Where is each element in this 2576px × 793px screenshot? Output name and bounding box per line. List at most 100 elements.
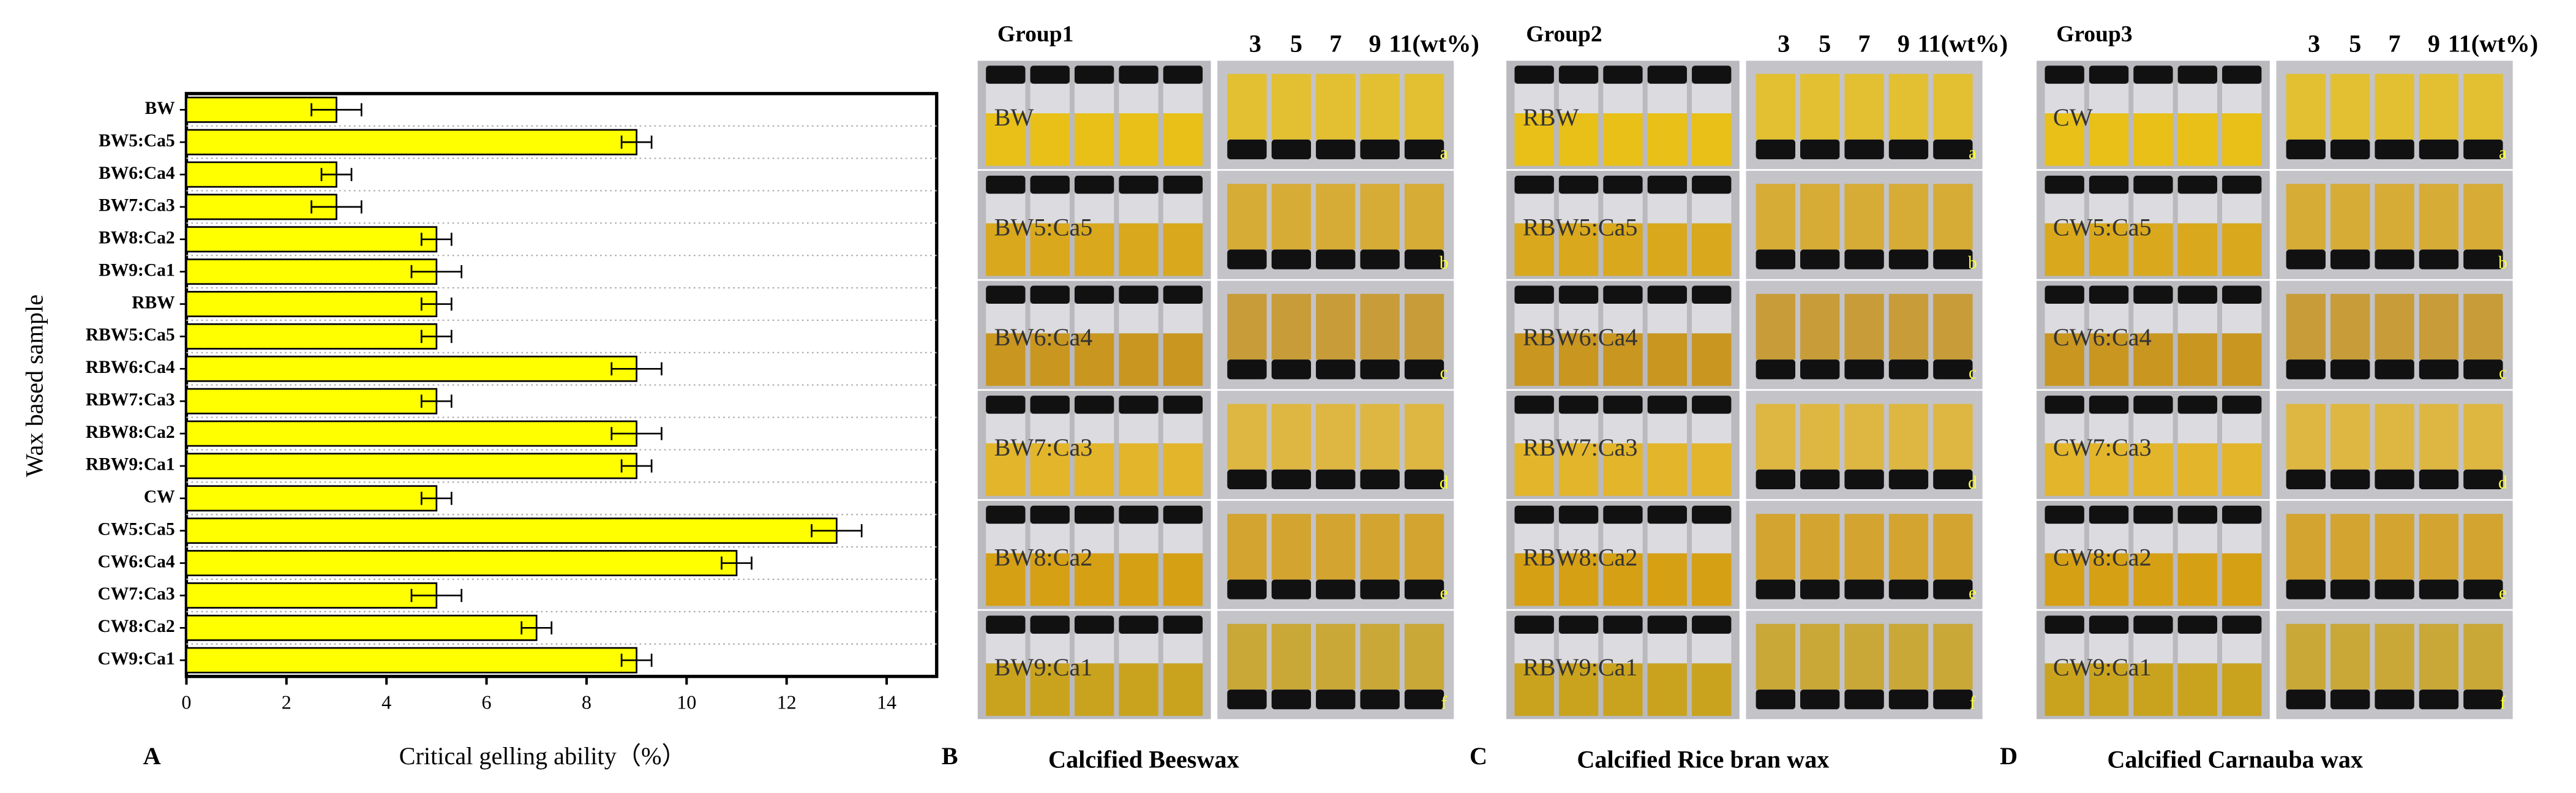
jar-glass — [2222, 633, 2262, 664]
jar-liquid — [2330, 184, 2370, 250]
jar-cap — [1360, 690, 1400, 710]
sample-label: RBW — [1523, 103, 1579, 131]
jar-liquid — [2419, 514, 2459, 580]
panel-letter: A — [143, 742, 161, 770]
jar-cap — [2177, 66, 2218, 84]
jar-liquid — [1316, 404, 1356, 470]
concentration-label: 9 — [1369, 29, 1381, 57]
jar-cap — [2419, 579, 2459, 599]
jar-liquid — [1558, 333, 1599, 386]
group-label: Group2 — [1526, 22, 1602, 47]
jar-liquid — [1800, 404, 1840, 470]
jar-cap — [1163, 175, 1203, 194]
jar-liquid — [2089, 333, 2129, 386]
jar-cap — [2045, 175, 2084, 194]
jar-cap — [986, 66, 1026, 84]
jar-cap — [2045, 66, 2084, 84]
sample-label: CW8:Ca2 — [2053, 544, 2152, 571]
jar-liquid — [2419, 184, 2459, 250]
jar-cap — [1316, 249, 1356, 269]
group-label: Group3 — [2056, 22, 2132, 47]
jar-cap — [1404, 469, 1444, 489]
jar-cap — [1558, 505, 1599, 524]
jar-liquid — [2286, 293, 2326, 360]
jar-glass — [986, 524, 1026, 554]
jar-liquid — [2286, 623, 2326, 690]
jar-cap — [2330, 139, 2370, 160]
jar-cap — [1360, 579, 1400, 599]
jar-liquid — [1030, 223, 1070, 276]
jar-cap — [1888, 579, 1929, 599]
concentration-label: 3 — [1778, 29, 1790, 57]
jar-cap — [1271, 249, 1312, 269]
jar-glass — [1514, 304, 1554, 334]
jar-cap — [2463, 249, 2503, 269]
jar-glass — [1030, 194, 1070, 224]
error-bar — [421, 329, 452, 344]
concentration-label: 9 — [1898, 29, 1910, 57]
jar-liquid — [1271, 73, 1312, 140]
jar-liquid — [2177, 223, 2218, 276]
jar-cap — [1514, 396, 1554, 414]
jar-liquid — [1756, 404, 1795, 470]
jar-cap — [2463, 469, 2503, 489]
jar-liquid — [2419, 73, 2459, 140]
jar-liquid — [1647, 553, 1688, 606]
jar-glass — [1030, 304, 1070, 334]
jar-cap — [2222, 505, 2262, 524]
jar-cap — [1227, 359, 1267, 380]
jar-cap — [2375, 249, 2414, 269]
sample-label: CW9:Ca1 — [2053, 653, 2152, 681]
jar-liquid — [1514, 443, 1554, 496]
jar-liquid — [1603, 113, 1643, 166]
jar-liquid — [1933, 184, 1973, 250]
row-tag: b — [2498, 253, 2507, 272]
jar-cap — [2419, 139, 2459, 160]
jar-cap — [1360, 249, 1400, 269]
jar-cap — [1271, 469, 1312, 489]
jar-cap — [1316, 359, 1356, 380]
jar-liquid — [1933, 514, 1973, 580]
jar-glass — [2222, 194, 2262, 224]
jar-liquid — [1163, 333, 1203, 386]
row-tag: d — [2498, 473, 2507, 493]
row-tag: e — [2499, 583, 2507, 603]
panel-letter: C — [1470, 742, 1487, 770]
jar-cap — [1360, 469, 1400, 489]
bar — [186, 323, 438, 350]
jar-liquid — [2463, 514, 2503, 580]
jar-liquid — [1800, 623, 1840, 690]
jar-liquid — [2133, 223, 2173, 276]
jar-liquid — [2222, 663, 2262, 716]
jar-cap — [1074, 66, 1114, 84]
jar-liquid — [2375, 184, 2414, 250]
jar-cap — [1603, 66, 1643, 84]
jar-liquid — [1756, 73, 1795, 140]
jar-liquid — [2330, 514, 2370, 580]
jar-liquid — [1844, 184, 1884, 250]
jar-cap — [2463, 359, 2503, 380]
jar-liquid — [1163, 223, 1203, 276]
concentration-label: 5 — [2349, 29, 2361, 57]
error-bar — [620, 653, 653, 667]
jar-cap — [2133, 615, 2173, 634]
jar-glass — [1074, 413, 1114, 443]
jar-cap — [2330, 249, 2370, 269]
jar-cap — [2222, 66, 2262, 84]
jar-liquid — [2089, 553, 2129, 606]
jar-liquid — [2375, 73, 2414, 140]
jar-cap — [1692, 505, 1732, 524]
y-axis-label: Wax based sample — [21, 295, 48, 477]
jar-liquid — [1692, 113, 1732, 166]
jar-cap — [1933, 139, 1973, 160]
jar-liquid — [1316, 73, 1356, 140]
row-tag: f — [1970, 693, 1976, 713]
jar-cap — [1603, 175, 1643, 194]
jar-cap — [1271, 139, 1312, 160]
jar-glass — [2089, 524, 2129, 554]
jar-liquid — [1692, 443, 1732, 496]
jar-glass — [2177, 413, 2218, 443]
jar-cap — [1756, 469, 1795, 489]
bar — [186, 291, 438, 317]
jar-liquid — [1603, 553, 1643, 606]
